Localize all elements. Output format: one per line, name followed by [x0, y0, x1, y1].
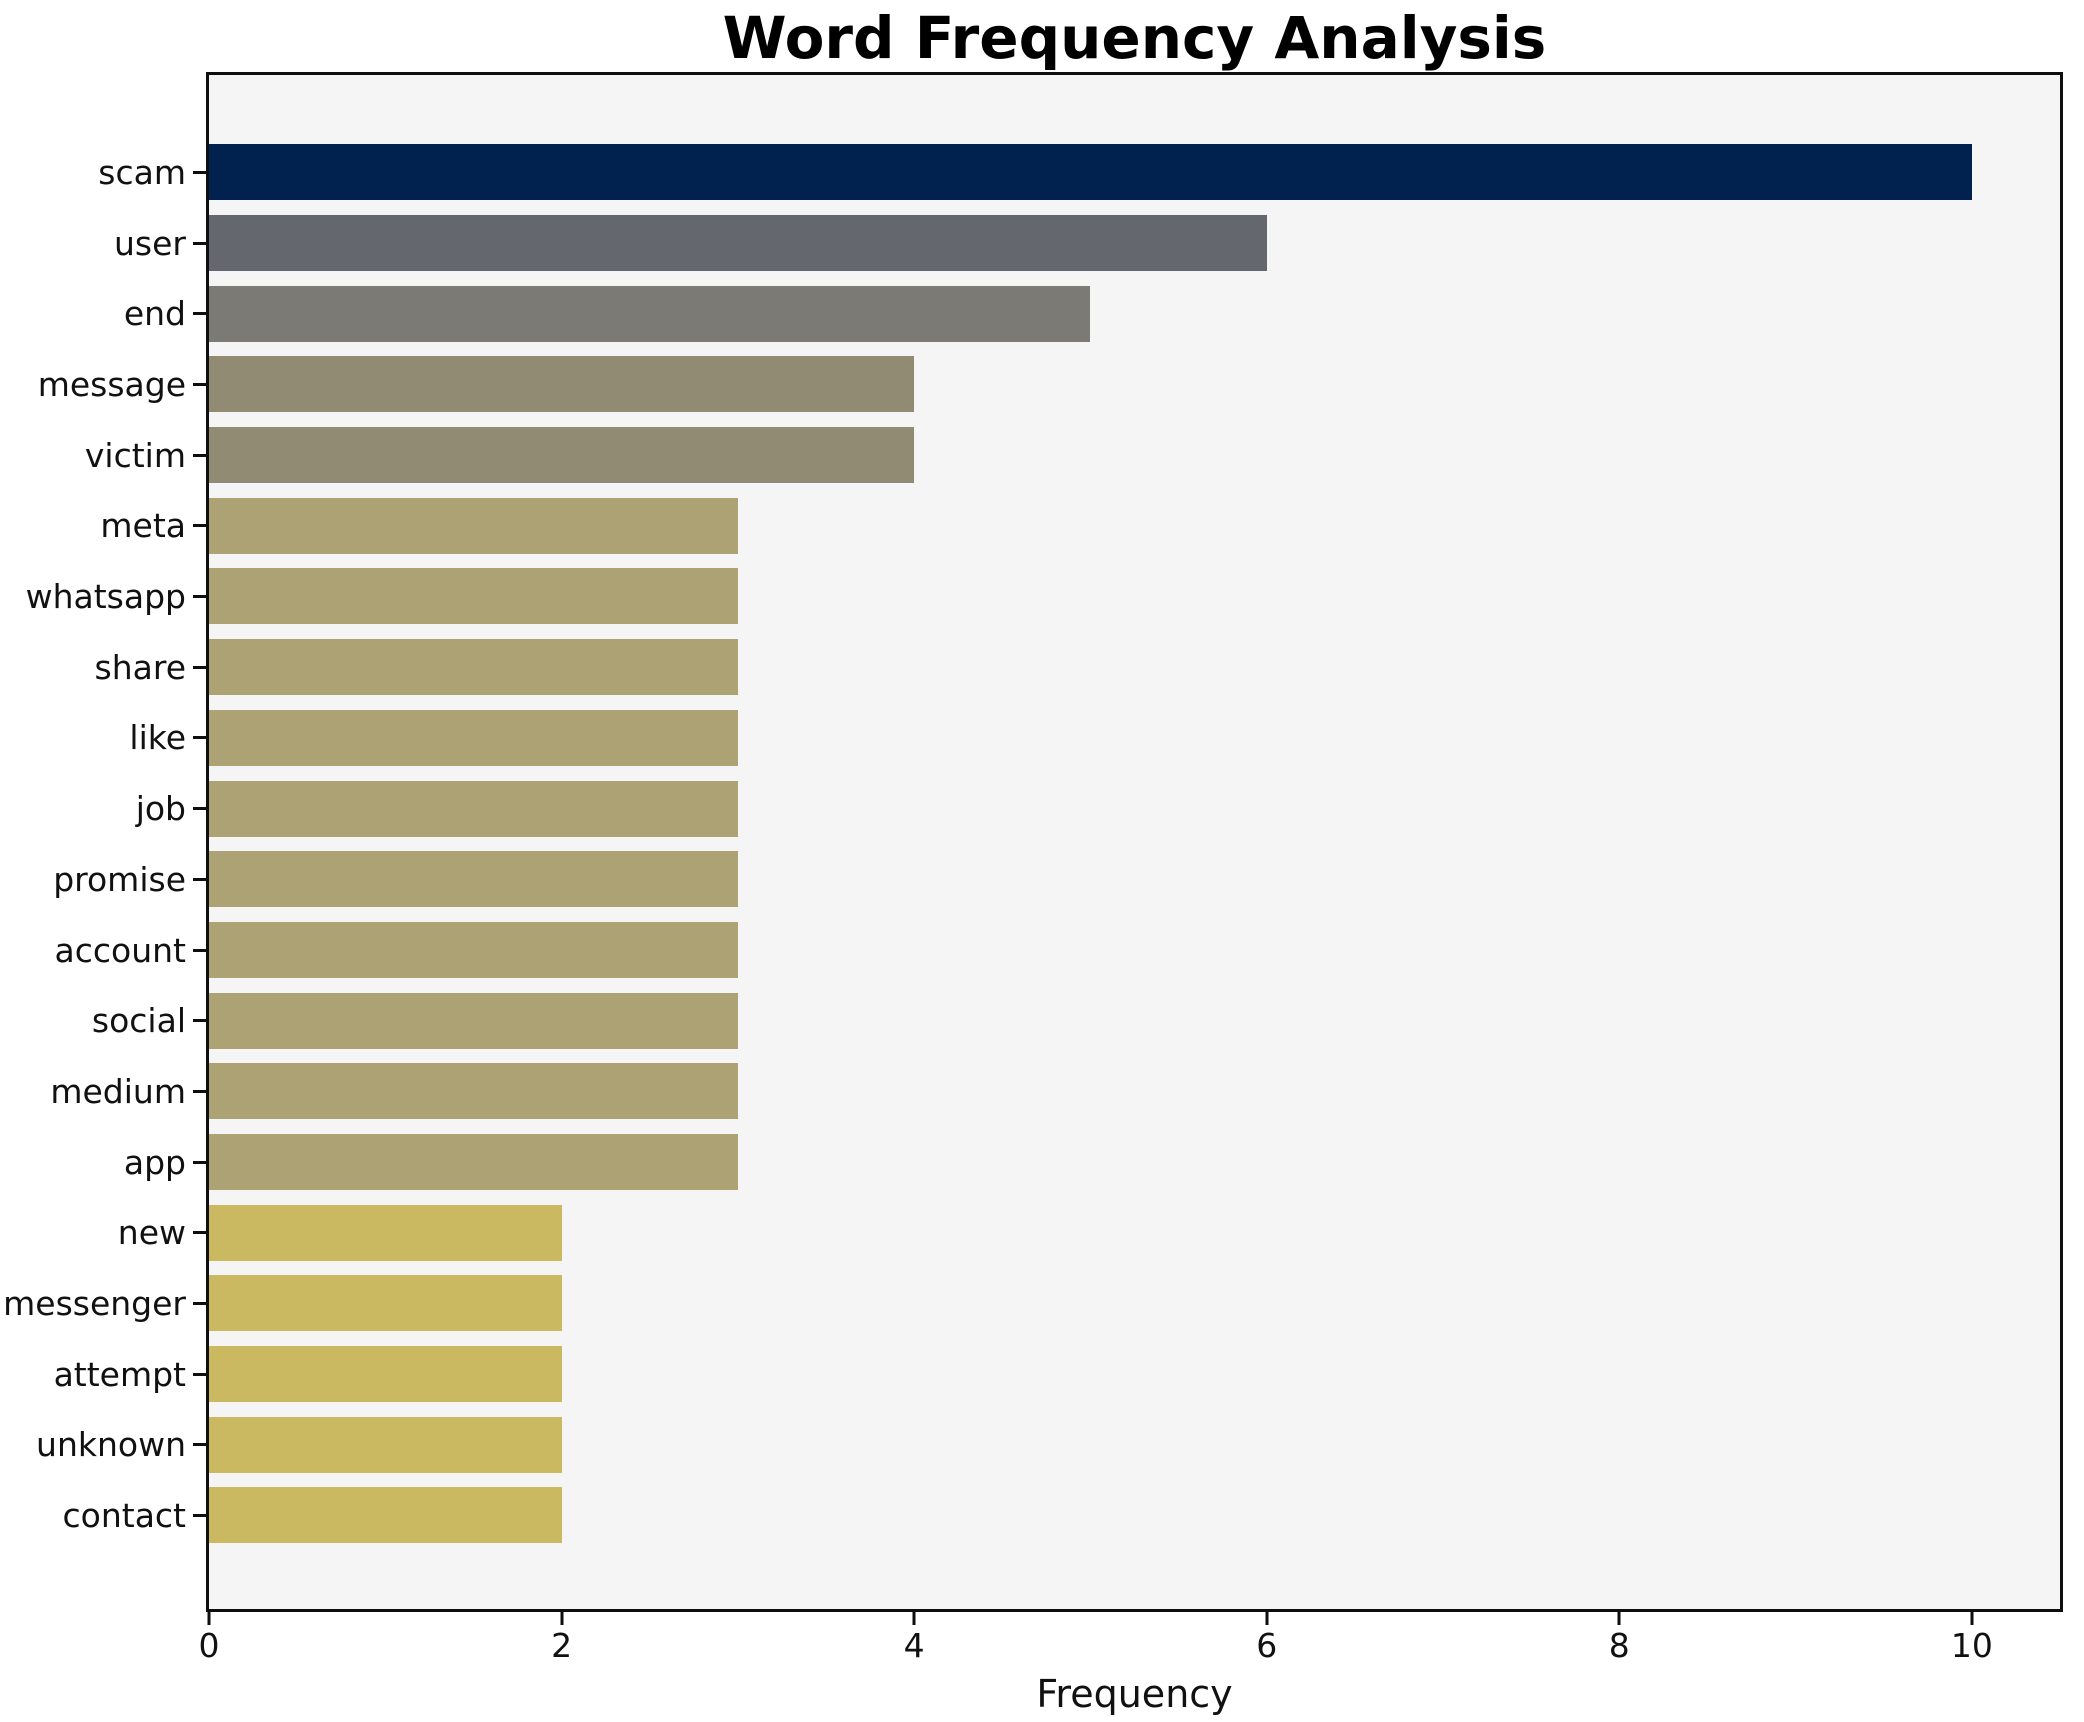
bar-row: [209, 208, 2060, 279]
bar-row: [209, 1197, 2060, 1268]
y-tick-mark: [193, 948, 206, 952]
bar-medium: [209, 1063, 738, 1120]
y-tick-label-contact: contact: [62, 1496, 187, 1536]
bar-unknown: [209, 1416, 562, 1473]
y-tick-mark: [193, 1160, 206, 1164]
y-tick-label-end: end: [123, 294, 186, 334]
y-tick-label-medium: medium: [50, 1071, 186, 1111]
y-tick-mark: [193, 312, 206, 316]
bar-end: [209, 285, 1091, 342]
x-tick-label-8: 8: [1608, 1626, 1630, 1665]
bar-user: [209, 215, 1267, 272]
bar-meta: [209, 497, 738, 554]
y-tick-mark: [193, 736, 206, 740]
bar-app: [209, 1133, 738, 1190]
y-tick-mark: [193, 241, 206, 245]
bar-row: [209, 773, 2060, 844]
y-tick-mark: [193, 170, 206, 174]
bar-row: [209, 632, 2060, 703]
bar-share: [209, 639, 738, 696]
chart-title: Word Frequency Analysis: [722, 4, 1547, 72]
y-tick-mark: [193, 665, 206, 669]
y-tick-label-job: job: [135, 789, 186, 829]
y-tick-label-app: app: [123, 1142, 186, 1182]
bar-row: [209, 844, 2060, 915]
x-tick-label-10: 10: [1950, 1626, 1993, 1665]
bar-whatsapp: [209, 568, 738, 625]
y-tick-label-message: message: [37, 364, 186, 404]
y-tick-mark: [193, 1019, 206, 1023]
x-tick-mark: [1265, 1612, 1269, 1625]
y-tick-label-victim: victim: [84, 435, 186, 475]
x-axis-tick-labels: 0 2 4 6 8 10: [199, 1626, 2060, 1670]
bar-contact: [209, 1487, 562, 1544]
bar-messenger: [209, 1275, 562, 1332]
bar-new: [209, 1204, 562, 1261]
y-tick-mark: [193, 1089, 206, 1093]
bar-row: [209, 1339, 2060, 1410]
y-tick-label-social: social: [91, 1001, 186, 1041]
y-tick-mark: [193, 807, 206, 811]
x-tick-label-2: 2: [551, 1626, 573, 1665]
x-axis-ticks: [207, 1612, 2060, 1625]
y-tick-label-messenger: messenger: [3, 1284, 186, 1324]
y-tick-label-scam: scam: [98, 152, 186, 192]
y-tick-mark: [193, 1372, 206, 1376]
bar-row: [209, 420, 2060, 491]
plot-area: [206, 72, 2063, 1612]
y-tick-label-promise: promise: [53, 859, 186, 899]
bar-scam: [209, 144, 1972, 201]
y-tick-label-account: account: [54, 930, 186, 970]
bar-row: [209, 703, 2060, 774]
bar-row: [209, 561, 2060, 632]
y-tick-mark: [193, 382, 206, 386]
bar-account: [209, 921, 738, 978]
bar-row: [209, 1127, 2060, 1198]
bar-row: [209, 1480, 2060, 1551]
bar-message: [209, 356, 915, 413]
y-tick-mark: [193, 1302, 206, 1306]
bar-like: [209, 709, 738, 766]
y-tick-mark: [193, 877, 206, 881]
bar-victim: [209, 427, 915, 484]
y-tick-label-unknown: unknown: [36, 1425, 186, 1465]
bar-promise: [209, 851, 738, 908]
bar-row: [209, 137, 2060, 208]
bar-row: [209, 1268, 2060, 1339]
y-tick-label-attempt: attempt: [53, 1354, 186, 1394]
y-tick-mark: [193, 453, 206, 457]
x-tick-mark: [560, 1612, 564, 1625]
bar-row: [209, 1056, 2060, 1127]
y-tick-label-meta: meta: [100, 506, 186, 546]
y-tick-mark: [193, 1443, 206, 1447]
y-tick-label-new: new: [117, 1213, 186, 1253]
y-tick-mark: [193, 1231, 206, 1235]
y-tick-label-whatsapp: whatsapp: [25, 577, 186, 617]
bar-row: [209, 278, 2060, 349]
x-tick-mark: [912, 1612, 916, 1625]
bar-row: [209, 349, 2060, 420]
x-tick-mark: [1617, 1612, 1621, 1625]
bars-container: [209, 75, 2060, 1551]
y-tick-label-user: user: [114, 223, 186, 263]
bar-row: [209, 490, 2060, 561]
x-axis-label: Frequency: [1036, 1672, 1233, 1716]
y-tick-label-share: share: [94, 647, 186, 687]
bar-row: [209, 985, 2060, 1056]
x-tick-mark: [1970, 1612, 1974, 1625]
y-tick-mark: [193, 524, 206, 528]
y-tick-mark: [193, 595, 206, 599]
x-tick-label-4: 4: [903, 1626, 925, 1665]
bar-job: [209, 780, 738, 837]
bar-attempt: [209, 1346, 562, 1403]
x-tick-mark: [207, 1612, 211, 1625]
bar-row: [209, 1409, 2060, 1480]
bar-row: [209, 915, 2060, 986]
x-tick-label-0: 0: [198, 1626, 220, 1665]
x-tick-label-6: 6: [1256, 1626, 1278, 1665]
y-tick-label-like: like: [129, 718, 186, 758]
bar-social: [209, 992, 738, 1049]
y-tick-mark: [193, 1514, 206, 1518]
